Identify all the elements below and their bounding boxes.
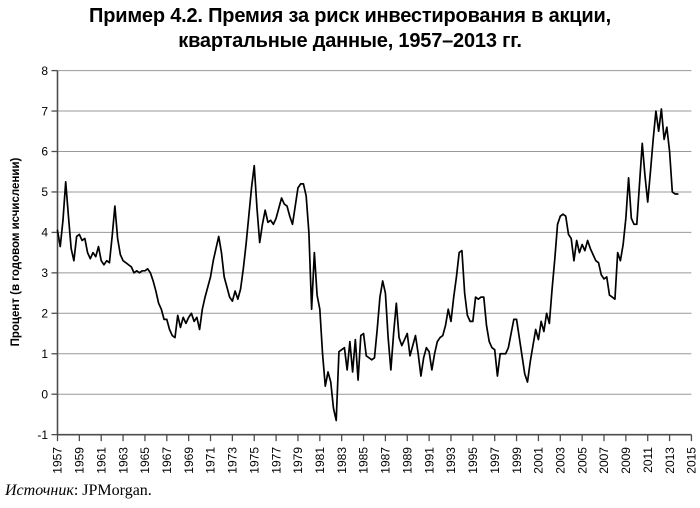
chart-title-line2: квартальные данные, 1957–2013 гг.	[178, 30, 522, 52]
x-tick-label: 2001	[532, 447, 546, 474]
x-tick-label: 1959	[73, 447, 87, 474]
x-tick-label: 1975	[247, 447, 261, 474]
y-tick-label: -1	[37, 428, 48, 442]
x-tick-label: 1981	[313, 447, 327, 474]
x-tick-label: 1973	[226, 447, 240, 474]
x-tick-label: 1997	[488, 447, 502, 474]
y-tick-label: 7	[41, 104, 48, 118]
x-tick-label: 1965	[138, 447, 152, 474]
x-tick-label: 2007	[597, 447, 611, 474]
x-tick-label: 1987	[379, 447, 393, 474]
x-tick-label: 2013	[663, 447, 677, 474]
x-tick-label: 1983	[335, 447, 349, 474]
x-tick-label: 2015	[685, 447, 699, 474]
x-tick-label: 1999	[510, 447, 524, 474]
y-tick-label: 1	[41, 347, 48, 361]
x-tick-label: 2009	[619, 447, 633, 474]
y-tick-label: 5	[41, 185, 48, 199]
x-tick-label: 1985	[357, 447, 371, 474]
x-tick-label: 2003	[553, 447, 567, 474]
y-tick-label: 6	[41, 145, 48, 159]
source-note: Источник: JPMorgan.	[5, 482, 152, 500]
x-tick-label: 1967	[160, 447, 174, 474]
x-tick-label: 1989	[400, 447, 414, 474]
chart-title-line1: Пример 4.2. Премия за риск инвестировани…	[89, 5, 611, 27]
x-tick-label: 1963	[116, 447, 130, 474]
chart-title: Пример 4.2. Премия за риск инвестировани…	[0, 4, 700, 54]
source-value: : JPMorgan.	[73, 482, 152, 499]
x-tick-label: 1995	[466, 447, 480, 474]
x-tick-label: 1979	[291, 447, 305, 474]
source-label: Источник	[5, 482, 74, 499]
y-tick-label: 8	[41, 64, 48, 78]
x-tick-label: 1957	[51, 447, 65, 474]
y-tick-label: 2	[41, 307, 48, 321]
x-tick-label: 1977	[269, 447, 283, 474]
x-tick-label: 1969	[182, 447, 196, 474]
series-line	[56, 108, 679, 422]
x-tick-label: 1993	[444, 447, 458, 474]
y-tick-label: 3	[41, 266, 48, 280]
x-tick-label: 1991	[422, 447, 436, 474]
x-tick-label: 2011	[641, 447, 655, 473]
x-tick-label: 1971	[204, 447, 218, 474]
y-tick-label: 0	[41, 387, 48, 401]
y-tick-label: 4	[41, 226, 48, 240]
x-tick-label: 1961	[94, 447, 108, 474]
x-tick-label: 2005	[575, 447, 589, 474]
